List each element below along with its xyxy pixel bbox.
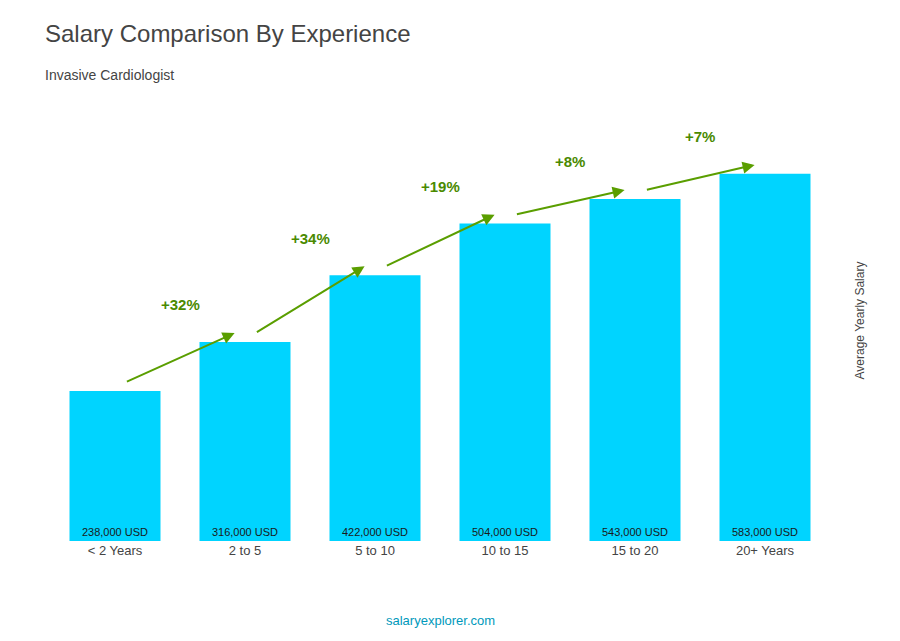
svg-text:+8%: +8% <box>555 153 585 170</box>
svg-text:+19%: +19% <box>421 178 460 195</box>
svg-text:422,000 USD: 422,000 USD <box>342 526 408 538</box>
svg-text:+34%: +34% <box>291 230 330 247</box>
svg-text:+32%: +32% <box>161 296 200 313</box>
svg-text:20+ Years: 20+ Years <box>736 543 795 558</box>
svg-text:15 to 20: 15 to 20 <box>612 543 659 558</box>
svg-text:2 to 5: 2 to 5 <box>229 543 262 558</box>
svg-text:543,000 USD: 543,000 USD <box>602 526 668 538</box>
svg-text:5 to 10: 5 to 10 <box>355 543 395 558</box>
svg-text:Salary Comparison By Experienc: Salary Comparison By Experience <box>45 20 411 47</box>
svg-text:238,000 USD: 238,000 USD <box>82 526 148 538</box>
svg-text:316,000 USD: 316,000 USD <box>212 526 278 538</box>
svg-text:Average Yearly Salary: Average Yearly Salary <box>853 262 867 380</box>
svg-text:504,000 USD: 504,000 USD <box>472 526 538 538</box>
svg-text:10 to 15: 10 to 15 <box>482 543 529 558</box>
svg-text:< 2 Years: < 2 Years <box>88 543 143 558</box>
svg-text:+7%: +7% <box>685 128 715 145</box>
svg-text:Invasive Cardiologist: Invasive Cardiologist <box>45 67 174 83</box>
svg-text:583,000 USD: 583,000 USD <box>732 526 798 538</box>
svg-text:salaryexplorer.com: salaryexplorer.com <box>386 613 495 628</box>
